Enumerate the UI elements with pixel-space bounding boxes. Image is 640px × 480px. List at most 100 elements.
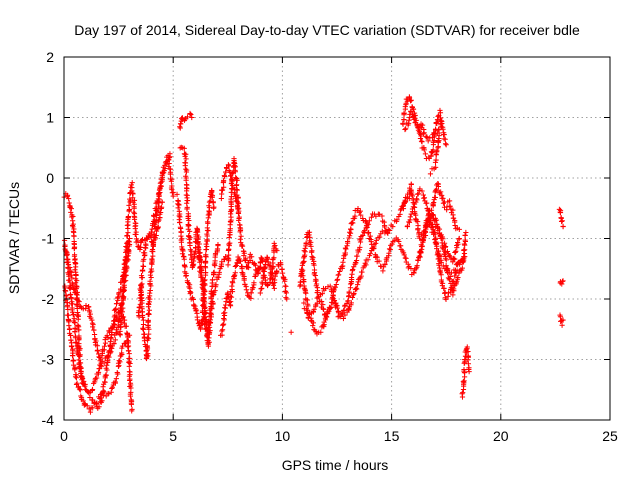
data-point [203, 247, 209, 253]
data-point [311, 262, 317, 268]
data-point [312, 272, 318, 279]
data-point [147, 287, 153, 294]
data-point [376, 258, 382, 264]
data-point [557, 314, 564, 320]
data-point [415, 191, 421, 197]
data-point [126, 332, 133, 338]
data-point [350, 220, 356, 226]
data-point [220, 322, 226, 328]
data-point [70, 228, 77, 234]
data-point [322, 317, 329, 323]
data-point [221, 184, 227, 190]
data-point [68, 206, 75, 212]
data-point [145, 317, 151, 323]
data-point [136, 314, 142, 320]
data-point [390, 224, 396, 230]
data-point [464, 344, 470, 350]
data-point [446, 198, 453, 204]
data-point [105, 359, 111, 365]
data-point [340, 315, 347, 322]
data-point [234, 186, 240, 193]
data-point [410, 106, 417, 112]
data-point [260, 257, 266, 264]
data-point [310, 255, 316, 261]
data-point [237, 258, 244, 264]
data-point [427, 171, 434, 177]
data-point [232, 263, 238, 270]
data-point [425, 138, 431, 144]
data-point [419, 122, 426, 128]
data-point [155, 203, 162, 209]
data-points [61, 94, 566, 415]
data-point [406, 117, 412, 123]
data-point [417, 248, 424, 254]
data-point [72, 267, 78, 273]
data-point [76, 298, 82, 305]
data-point [209, 187, 215, 194]
data-point [95, 369, 102, 375]
data-point [228, 181, 234, 187]
data-point [96, 404, 102, 410]
data-point [461, 366, 467, 373]
data-point [559, 218, 565, 224]
data-point [448, 287, 454, 293]
data-point [120, 305, 126, 311]
data-point [359, 269, 365, 275]
data-point [227, 293, 233, 299]
data-point [158, 183, 164, 189]
data-point [336, 272, 342, 278]
data-point [186, 217, 192, 224]
data-point [183, 156, 189, 162]
data-point [90, 324, 96, 330]
data-point [283, 290, 290, 296]
x-tick-label: 10 [275, 428, 291, 444]
data-point [413, 196, 420, 202]
data-point [379, 213, 385, 219]
data-point [353, 260, 359, 266]
data-point [130, 195, 136, 201]
data-point [183, 166, 189, 172]
data-point [177, 121, 184, 127]
chart-title: Day 197 of 2014, Sidereal Day-to-day VTE… [74, 22, 580, 38]
data-point [318, 329, 324, 335]
data-point [95, 347, 101, 353]
data-point [306, 232, 312, 238]
data-point [139, 274, 145, 281]
data-point [70, 357, 77, 363]
data-point [68, 209, 74, 216]
data-point [210, 270, 217, 276]
data-point [423, 134, 429, 140]
data-point [128, 182, 134, 188]
data-point [437, 230, 443, 236]
data-point [417, 135, 424, 142]
data-point [141, 256, 147, 262]
data-point [344, 243, 350, 249]
y-tick-label: 1 [46, 110, 54, 126]
data-point [557, 209, 563, 215]
data-point [315, 294, 321, 300]
data-point [331, 297, 338, 304]
data-point [314, 295, 320, 301]
data-point [89, 386, 96, 393]
data-point [402, 126, 408, 133]
data-point [411, 116, 417, 122]
data-point [184, 200, 190, 206]
data-point [271, 285, 277, 292]
data-point [442, 141, 449, 147]
data-point [99, 398, 105, 404]
data-point [460, 379, 466, 385]
data-point [354, 282, 361, 288]
data-point [69, 275, 75, 281]
data-point [386, 250, 392, 256]
data-point [138, 244, 144, 251]
data-point [348, 300, 354, 306]
data-point [218, 195, 224, 202]
data-point [279, 270, 286, 276]
data-point [434, 221, 440, 227]
data-point [205, 228, 211, 234]
data-point [193, 308, 199, 314]
data-point [221, 317, 227, 323]
data-point [240, 270, 246, 276]
data-point [418, 138, 425, 144]
data-point [314, 300, 320, 306]
